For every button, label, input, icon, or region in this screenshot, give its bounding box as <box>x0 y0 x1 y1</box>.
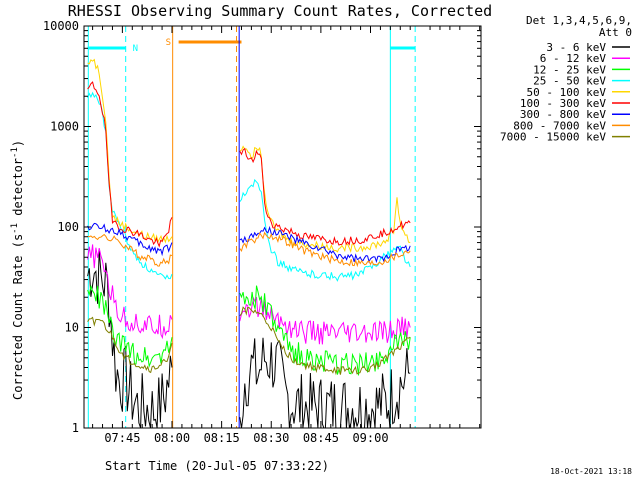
y-tick-label: 10 <box>65 321 79 335</box>
x-tick-label: 09:00 <box>352 431 388 445</box>
legend-label: 6 - 12 keV <box>540 52 607 65</box>
series-line <box>87 306 411 376</box>
x-tick-label: 08:45 <box>303 431 339 445</box>
legend-label: 25 - 50 keV <box>533 75 606 88</box>
series-line <box>87 222 411 264</box>
legend-label: 800 - 7000 keV <box>513 119 606 132</box>
legend-label: 12 - 25 keV <box>533 63 606 76</box>
y-tick-label: 100 <box>57 220 79 234</box>
x-tick-label: 08:00 <box>154 431 190 445</box>
legend-label: 100 - 300 keV <box>520 97 606 110</box>
legend-header-line1: Det 1,3,4,5,6,9, <box>526 14 632 27</box>
legend-label: 300 - 800 keV <box>520 108 606 121</box>
x-axis-label: Start Time (20-Jul-05 07:33:22) <box>105 459 329 473</box>
series-line <box>87 91 411 282</box>
legend-label: 7000 - 15000 keV <box>500 131 606 144</box>
chart-title: RHESSI Observing Summary Count Rates, Co… <box>68 2 492 20</box>
series-line <box>87 250 411 429</box>
plot-area: NS <box>87 26 416 429</box>
y-tick-label: 10000 <box>43 19 79 33</box>
saa-label: S <box>166 38 171 48</box>
series-line <box>87 58 411 254</box>
series-line <box>87 81 411 248</box>
series-line <box>87 244 411 345</box>
y-axis-label: Corrected Count Rate (s-1 detector-1) <box>10 140 25 400</box>
legend-label: 3 - 6 keV <box>546 41 606 54</box>
y-tick-label: 1000 <box>50 120 79 134</box>
series-line <box>87 284 411 376</box>
legend-header-line2: Att 0 <box>599 26 632 39</box>
series-line <box>87 231 411 268</box>
night-label: N <box>133 44 138 54</box>
y-tick-label: 1 <box>72 421 79 435</box>
axes: 1 10 100 1000 10000 07:45 08:00 08:15 08:30 08:45… <box>43 19 482 445</box>
legend-label: 50 - 100 keV <box>527 86 607 99</box>
x-tick-label: 08:15 <box>204 431 240 445</box>
x-tick-label: 08:30 <box>253 431 289 445</box>
x-tick-label: 07:45 <box>104 431 140 445</box>
footer-timestamp: 18-Oct-2021 13:18 <box>550 467 632 476</box>
